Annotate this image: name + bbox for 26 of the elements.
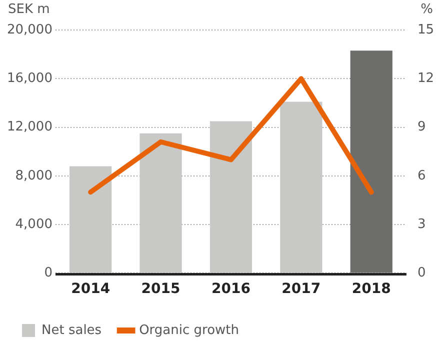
y2-tick-label: 9: [417, 120, 426, 135]
bar: [350, 50, 392, 273]
y-tick-label: 0: [44, 266, 52, 281]
y2-tick-label: 0: [417, 266, 426, 281]
y-tick-label: 12,000: [6, 120, 52, 135]
bar: [280, 102, 322, 273]
bar: [210, 121, 252, 273]
y2-tick-label: 15: [417, 22, 434, 38]
x-tick-label: 2014: [71, 281, 110, 298]
y2-tick-label: 12: [417, 71, 434, 86]
y-tick-label: 4,000: [15, 216, 52, 232]
y2-axis-title: %: [420, 2, 433, 17]
y-tick-label: 16,000: [6, 71, 52, 86]
legend-label: Net sales: [42, 322, 102, 338]
y-tick-label: 20,000: [6, 22, 52, 38]
bar: [140, 133, 182, 273]
legend-label: Organic growth: [139, 322, 240, 338]
y-axis-title: SEK m: [8, 2, 50, 17]
y-tick-label: 8,000: [15, 168, 52, 184]
x-tick-label: 2018: [352, 281, 391, 298]
x-tick-label: 2016: [211, 281, 250, 298]
y2-tick-label: 3: [417, 216, 426, 232]
x-tick-label: 2015: [141, 281, 180, 298]
x-tick-label: 2017: [282, 281, 321, 298]
bar: [70, 166, 112, 273]
y2-tick-label: 6: [417, 168, 426, 184]
